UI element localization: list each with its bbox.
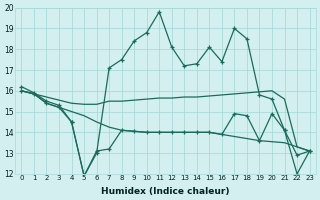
X-axis label: Humidex (Indice chaleur): Humidex (Indice chaleur) <box>101 187 230 196</box>
